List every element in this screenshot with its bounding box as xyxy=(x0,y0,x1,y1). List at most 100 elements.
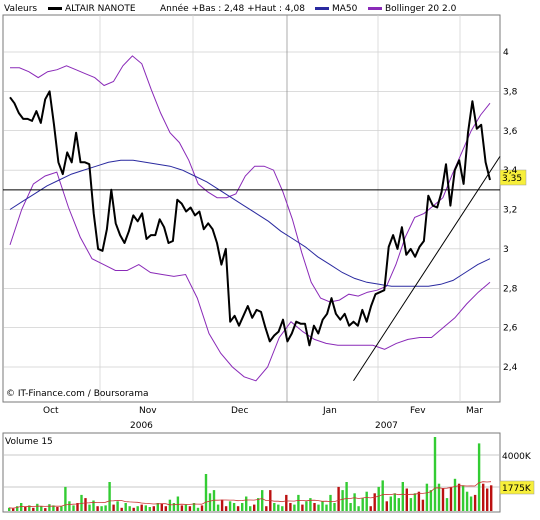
volume-bar xyxy=(68,501,71,511)
volume-bar xyxy=(40,506,43,511)
volume-bar xyxy=(12,508,15,511)
volume-bar xyxy=(445,498,449,511)
volume-bar xyxy=(64,486,67,511)
volume-bar xyxy=(297,494,300,511)
volume-bar xyxy=(401,482,404,511)
last-value-label: 3,35 xyxy=(502,174,522,184)
volume-bar xyxy=(261,490,264,511)
volume-bar xyxy=(128,506,131,511)
volume-bar xyxy=(96,506,99,511)
price-tick-label: 2,6 xyxy=(503,324,518,334)
volume-bar xyxy=(245,496,248,511)
trend-line xyxy=(353,156,501,382)
volume-bar xyxy=(200,505,204,511)
volume-bar xyxy=(482,483,485,511)
volume-bar xyxy=(361,498,364,511)
volume-bar xyxy=(152,506,155,511)
volume-bars xyxy=(8,437,493,511)
legend-bollinger-name: Bollinger 20 2.0 xyxy=(385,4,457,14)
volume-bar xyxy=(433,437,437,511)
volume-bar xyxy=(441,488,445,511)
volume-bar xyxy=(108,482,111,511)
legend-bollinger-swatch xyxy=(368,7,382,10)
volume-bar xyxy=(216,504,220,511)
volume-bar xyxy=(313,503,316,511)
month-label-feb: Fev xyxy=(410,406,426,416)
month-label-mar: Mar xyxy=(466,406,483,416)
bollinger-lower-line xyxy=(9,171,491,382)
volume-bar xyxy=(377,486,380,511)
volume-bar xyxy=(329,494,332,511)
volume-bar xyxy=(232,503,236,511)
volume-bar xyxy=(373,493,376,511)
volume-bar xyxy=(208,493,212,511)
volume-bar xyxy=(136,506,139,511)
legend-prefix: Valeurs xyxy=(4,4,37,14)
price-tick-label: 3,6 xyxy=(503,127,518,137)
bollinger-upper-line xyxy=(10,55,491,303)
volume-bar xyxy=(56,507,59,511)
volume-bar xyxy=(148,507,151,511)
volume-bar xyxy=(293,504,296,511)
volume-bar xyxy=(337,486,340,511)
price-tick-label: 3 xyxy=(503,245,509,255)
volume-bar xyxy=(357,506,360,511)
price-tick-label: 2,8 xyxy=(503,284,518,294)
volume-bar xyxy=(345,482,348,511)
volume-bar xyxy=(325,504,328,511)
volume-bar xyxy=(490,485,493,511)
volume-bar xyxy=(273,503,276,511)
volume-bar xyxy=(369,506,372,511)
volume-bar xyxy=(132,507,135,511)
month-label-oct: Oct xyxy=(43,406,59,416)
legend-range: Année +Bas : 2,48 +Haut : 4,08 xyxy=(160,3,305,14)
volume-bar xyxy=(437,483,441,511)
price-tick-label: 3,4 xyxy=(503,166,518,176)
volume-tick-4000k: 4000K xyxy=(502,452,532,462)
volume-bar xyxy=(417,491,421,511)
volume-bar xyxy=(156,503,159,511)
volume-bar xyxy=(393,493,396,511)
volume-bar xyxy=(236,506,240,511)
volume-bar xyxy=(301,504,304,511)
volume-bar xyxy=(180,505,184,511)
price-tick-label: 2,4 xyxy=(503,363,518,373)
volume-bar xyxy=(461,485,465,511)
volume-bar xyxy=(212,490,216,511)
volume-bar xyxy=(168,499,172,511)
volume-bar xyxy=(249,506,252,511)
volume-bar xyxy=(24,507,27,511)
volume-bar xyxy=(72,505,75,511)
volume-bar xyxy=(457,483,461,511)
volume-bar xyxy=(285,494,288,511)
volume-bar xyxy=(265,506,268,511)
year-label-2006: 2006 xyxy=(130,421,153,431)
volume-bar xyxy=(365,491,368,511)
volume-bar xyxy=(204,474,208,511)
volume-bar xyxy=(473,494,477,511)
price-tick-label: 4 xyxy=(503,48,509,58)
volume-bar xyxy=(397,498,400,511)
month-label-nov: Nov xyxy=(139,406,157,416)
volume-bar xyxy=(413,493,417,511)
volume-bar xyxy=(92,500,95,511)
volume-bar xyxy=(80,494,83,511)
volume-bar xyxy=(305,501,308,511)
volume-bar xyxy=(44,508,47,511)
volume-bar xyxy=(116,501,119,511)
volume-bar xyxy=(8,507,11,511)
volume-bar xyxy=(28,505,31,511)
legend: Valeurs ALTAIR NANOTE Année +Bas : 2,48 … xyxy=(4,3,457,14)
volume-bar xyxy=(172,503,176,511)
month-label-dec: Dec xyxy=(231,406,248,416)
legend-stock-name: ALTAIR NANOTE xyxy=(65,4,136,14)
volume-bar xyxy=(281,506,284,511)
volume-bar xyxy=(289,503,292,511)
volume-bar xyxy=(76,503,79,511)
legend-price-swatch xyxy=(48,7,62,10)
volume-bar xyxy=(160,503,163,511)
month-label-jan: Jan xyxy=(322,406,337,416)
volume-bar xyxy=(317,504,320,511)
volume-bar xyxy=(429,490,433,511)
